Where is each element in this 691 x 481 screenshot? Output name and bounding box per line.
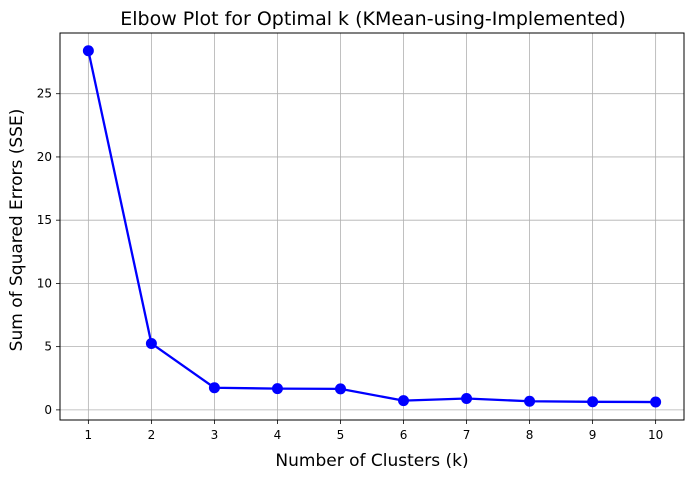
x-tick-label: 3 xyxy=(211,428,219,442)
y-tick-label: 25 xyxy=(37,87,52,101)
chart-title: Elbow Plot for Optimal k (KMean-using-Im… xyxy=(120,8,626,30)
series-line xyxy=(87,50,656,404)
x-tick-label: 8 xyxy=(526,428,534,442)
data-point xyxy=(271,383,283,395)
x-tick-label: 6 xyxy=(400,428,408,442)
x-tick-label: 4 xyxy=(274,428,282,442)
data-series xyxy=(82,45,662,408)
data-point xyxy=(82,45,94,57)
data-point xyxy=(208,382,220,394)
y-tick-label: 5 xyxy=(44,340,52,354)
tick-marks: 1 2 3 4 5 6 7 8 9 10 0 5 10 15 20 25 xyxy=(37,87,664,442)
data-point xyxy=(334,383,346,395)
data-point xyxy=(650,396,662,408)
x-axis-label: Number of Clusters (k) xyxy=(275,451,468,471)
y-tick-label: 15 xyxy=(37,213,52,227)
axes xyxy=(59,32,685,421)
y-tick-label: 10 xyxy=(37,276,52,290)
grid-lines xyxy=(60,33,684,420)
data-point xyxy=(145,337,157,349)
x-tick-label: 9 xyxy=(589,428,597,442)
x-tick-label: 7 xyxy=(463,428,471,442)
data-point xyxy=(461,393,473,404)
x-tick-label: 1 xyxy=(85,428,93,442)
y-tick-label: 0 xyxy=(44,403,52,417)
data-point xyxy=(398,395,410,407)
x-tick-label: 2 xyxy=(148,428,156,442)
x-tick-label: 5 xyxy=(337,428,345,442)
y-tick-label: 20 xyxy=(37,150,52,164)
data-point xyxy=(587,396,599,408)
plot-frame xyxy=(59,32,685,421)
x-tick-label: 10 xyxy=(648,428,663,442)
y-axis-label: Sum of Squared Errors (SSE) xyxy=(7,109,27,352)
data-point xyxy=(524,395,536,407)
